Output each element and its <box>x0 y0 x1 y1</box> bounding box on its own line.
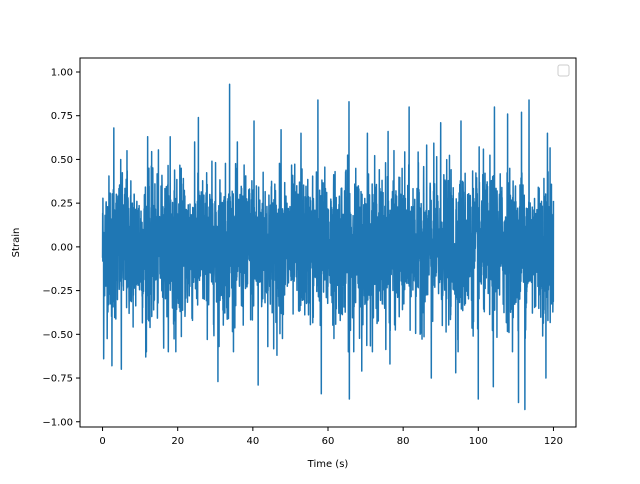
y-axis-ticks: −1.00 −0.75 −0.50 −0.25 0.00 0.25 0.50 0.75 1.00 <box>42 67 80 428</box>
legend-box <box>557 64 570 77</box>
y-tick-label: −1.00 <box>42 417 73 428</box>
x-tick-label: 20 <box>171 436 184 447</box>
series-layer <box>101 83 555 411</box>
x-axis-label: Time (s) <box>307 459 349 470</box>
y-tick-label: −0.25 <box>42 286 73 297</box>
x-tick-label: 40 <box>246 436 259 447</box>
y-tick-label: −0.75 <box>42 374 73 385</box>
series-line <box>101 83 555 411</box>
x-tick-label: 0 <box>99 436 105 447</box>
y-tick-label: −0.50 <box>42 330 73 341</box>
y-tick-label: 1.00 <box>51 67 73 78</box>
x-tick-label: 60 <box>322 436 335 447</box>
x-axis-ticks: 0 20 40 60 80 100 120 <box>99 427 563 447</box>
x-tick-label: 100 <box>469 436 488 447</box>
y-tick-label: 0.25 <box>51 199 73 210</box>
y-tick-label: 0.50 <box>51 155 73 166</box>
y-axis-label: Strain <box>11 228 22 258</box>
y-tick-label: 0.75 <box>51 111 73 122</box>
x-tick-label: 120 <box>544 436 563 447</box>
y-tick-label: 0.00 <box>51 242 73 253</box>
x-tick-label: 80 <box>397 436 410 447</box>
